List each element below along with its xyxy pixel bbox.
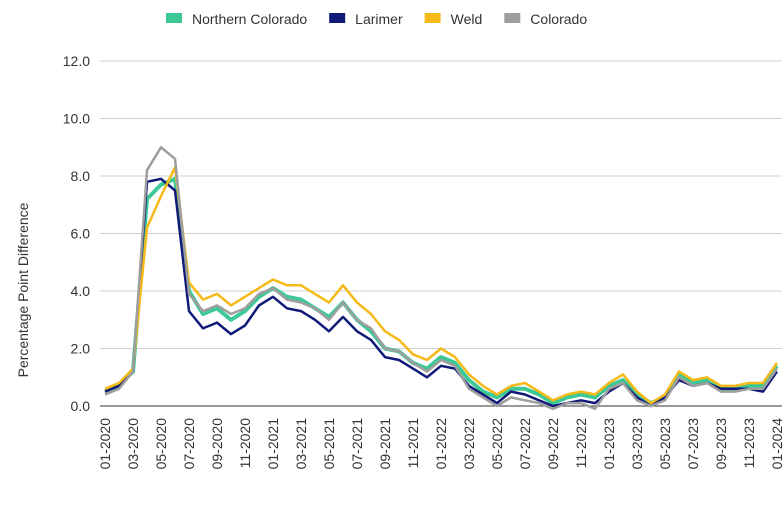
x-tick-label: 01-2021 [265, 418, 281, 470]
x-tick-label: 03-2020 [125, 418, 141, 470]
x-tick-label: 07-2023 [685, 418, 701, 470]
x-tick-label: 03-2021 [293, 418, 309, 470]
x-tick-label: 01-2022 [433, 418, 449, 470]
x-tick-label: 01-2023 [601, 418, 617, 470]
legend-swatch [504, 13, 521, 23]
series-line [104, 177, 779, 408]
x-tick-label: 01-2024 [769, 418, 782, 470]
legend-label: Larimer [355, 11, 403, 27]
x-tick-label: 11-2022 [573, 418, 589, 469]
y-axis-label: Percentage Point Difference [15, 202, 31, 377]
x-tick-label: 05-2023 [657, 418, 673, 470]
y-tick-label: 4.0 [71, 283, 91, 299]
y-tick-label: 0.0 [71, 398, 91, 414]
x-tick-label: 11-2021 [405, 418, 421, 469]
y-tick-label: 6.0 [71, 226, 91, 242]
x-tick-label: 09-2022 [545, 418, 561, 470]
x-tick-label: 05-2022 [489, 418, 505, 470]
x-tick-label: 03-2023 [629, 418, 645, 470]
y-tick-label: 2.0 [71, 341, 91, 357]
x-tick-label: 09-2023 [713, 418, 729, 470]
x-tick-label: 05-2020 [153, 418, 169, 470]
x-tick-label: 11-2020 [237, 418, 253, 469]
legend-label: Colorado [530, 11, 587, 27]
x-tick-label: 03-2022 [461, 418, 477, 470]
x-tick-label: 09-2021 [377, 418, 393, 470]
y-tick-label: 10.0 [63, 111, 90, 127]
x-tick-label: 05-2021 [321, 418, 337, 470]
x-tick-label: 01-2020 [97, 418, 113, 470]
y-tick-label: 8.0 [71, 168, 91, 184]
x-tick-label: 07-2021 [349, 418, 365, 470]
x-tick-label: 09-2020 [209, 418, 225, 470]
legend-label: Northern Colorado [192, 11, 307, 27]
x-tick-label: 11-2023 [741, 418, 757, 469]
legend-label: Weld [451, 11, 483, 27]
x-tick-label: 07-2022 [517, 418, 533, 470]
series-line [104, 146, 779, 411]
legend-swatch [329, 13, 346, 23]
x-tick-label: 07-2020 [181, 418, 197, 470]
y-tick-label: 12.0 [63, 53, 90, 69]
legend-swatch [424, 13, 441, 23]
legend-swatch [166, 13, 182, 23]
series-line [104, 166, 779, 405]
